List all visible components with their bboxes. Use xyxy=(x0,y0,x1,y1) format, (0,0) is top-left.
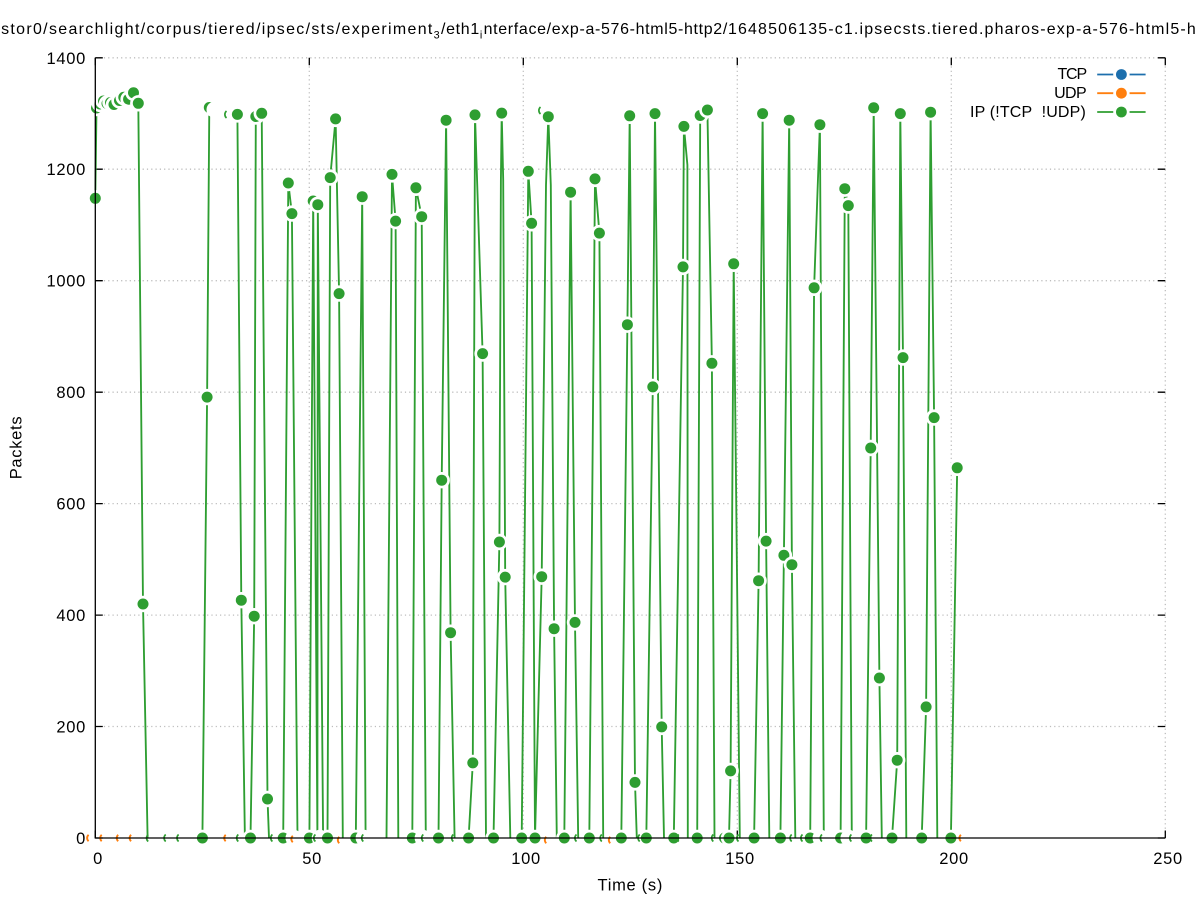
svg-text:Time (s): Time (s) xyxy=(598,877,663,895)
svg-text:1400: 1400 xyxy=(46,50,86,68)
svg-text:0: 0 xyxy=(93,850,103,868)
svg-text:UDP: UDP xyxy=(1054,85,1086,102)
svg-text:200: 200 xyxy=(939,850,969,868)
svg-text:100: 100 xyxy=(511,850,541,868)
svg-text:800: 800 xyxy=(56,384,86,402)
svg-text:0: 0 xyxy=(76,830,86,848)
svg-text:Packets: Packets xyxy=(8,416,26,480)
svg-text:250: 250 xyxy=(1153,850,1183,868)
svg-text:50: 50 xyxy=(302,850,322,868)
svg-text:1000: 1000 xyxy=(46,273,86,291)
svg-text:IP (!TCP !UDP): IP (!TCP !UDP) xyxy=(970,104,1086,121)
svg-text:600: 600 xyxy=(56,496,86,514)
svg-text:1200: 1200 xyxy=(46,161,86,179)
svg-text:150: 150 xyxy=(725,850,755,868)
svg-text:TCP: TCP xyxy=(1057,66,1086,83)
svg-text:/stor0/searchlight/corpus/tier: /stor0/searchlight/corpus/tiered/ipsec/s… xyxy=(0,21,1197,42)
svg-text:200: 200 xyxy=(56,719,86,737)
svg-text:400: 400 xyxy=(56,607,86,625)
